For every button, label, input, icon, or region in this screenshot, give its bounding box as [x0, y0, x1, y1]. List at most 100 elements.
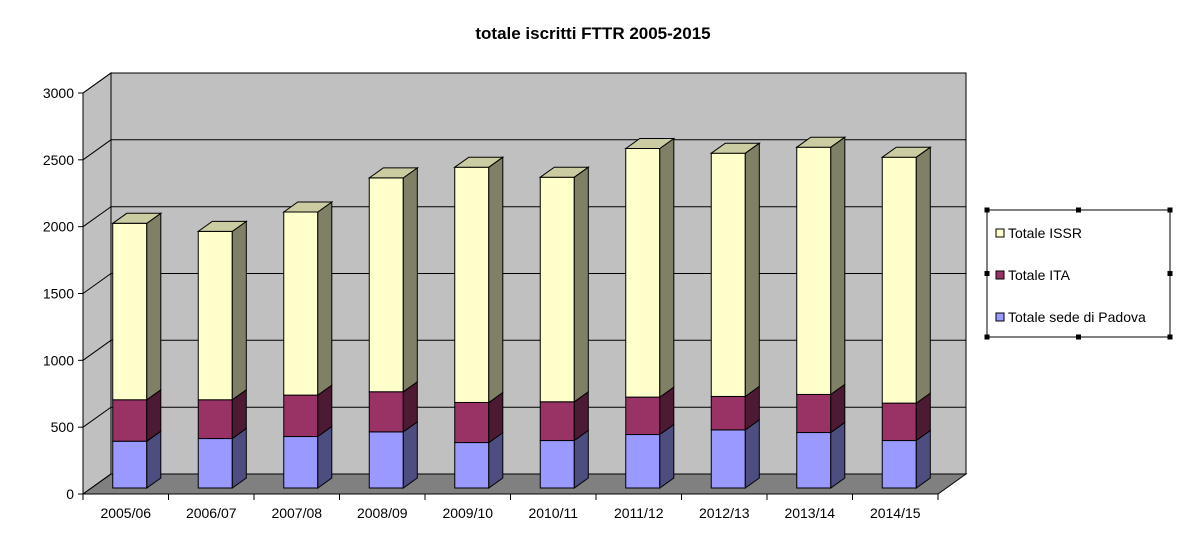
- bar-totale-sede-di-padova: [368, 420, 418, 489]
- legend[interactable]: Totale ISSR Totale ITA Totale sede di Pado…: [984, 207, 1173, 340]
- bar-totale-ita: [112, 388, 162, 443]
- bar-side: [317, 201, 333, 397]
- bar-top: [453, 156, 505, 168]
- bar-side: [744, 418, 760, 489]
- bar-side: [146, 212, 162, 401]
- bar-totale-issr: [709, 142, 761, 398]
- y-tick-label: 2500: [43, 152, 74, 168]
- gridlines: [82, 72, 966, 495]
- x-tick-label: 2014/15: [870, 505, 921, 521]
- bar-front: [796, 432, 832, 489]
- legend-swatch: [995, 312, 1005, 322]
- bar-side: [744, 142, 760, 398]
- bar-totale-issr: [624, 137, 676, 399]
- bar-side: [488, 156, 504, 404]
- bar-totale-issr: [367, 166, 419, 393]
- bar-front: [197, 438, 233, 489]
- chart-title: totale iscritti FTTR 2005-2015: [475, 24, 710, 43]
- bar-totale-sede-di-padova: [710, 418, 760, 489]
- x-tick-label: 2007/08: [271, 505, 322, 521]
- bar-totale-ita: [539, 390, 589, 442]
- y-tick-label: 1500: [43, 286, 74, 302]
- bar-front: [368, 177, 404, 393]
- bar-totale-sede-di-padova: [112, 430, 162, 489]
- legend-handle: [984, 207, 990, 213]
- bar-side: [915, 146, 931, 405]
- bar-side: [231, 220, 247, 401]
- bar-totale-ita: [625, 386, 675, 436]
- gridline: [82, 406, 966, 428]
- x-tick-label: 2005/06: [100, 505, 151, 521]
- gridline: [82, 273, 966, 294]
- bar-totale-ita: [710, 385, 760, 431]
- bar-top: [196, 220, 248, 232]
- bar-totale-sede-di-padova: [796, 421, 846, 489]
- bar-front: [283, 436, 319, 489]
- bar-top: [709, 142, 761, 154]
- legend-handle: [1167, 271, 1173, 276]
- legend-handle: [1076, 207, 1081, 213]
- bar-side: [659, 423, 675, 489]
- bar-top: [624, 138, 676, 149]
- legend-handle: [984, 271, 990, 276]
- bar-top: [282, 201, 334, 213]
- bar-front: [625, 147, 661, 398]
- bar-front: [796, 146, 832, 395]
- bar-side: [402, 420, 418, 489]
- bar-front: [197, 230, 233, 401]
- bar-top: [880, 146, 932, 158]
- bar-front: [283, 211, 319, 396]
- legend-swatch: [995, 228, 1005, 238]
- bar-totale-issr: [453, 156, 505, 404]
- y-tick-label: 2000: [43, 219, 74, 235]
- legend-swatch: [995, 270, 1005, 280]
- bar-top: [367, 167, 419, 179]
- bar-top: [795, 136, 847, 148]
- bar-totale-sede-di-padova: [454, 431, 504, 489]
- y-tick-labels: 0 500 1000 1500 2000 2500 3000: [43, 85, 74, 502]
- bar-front: [368, 431, 404, 489]
- bar-totale-ita: [881, 392, 931, 442]
- legend-handle: [1076, 334, 1081, 340]
- bar-totale-issr: [538, 166, 590, 403]
- bar-front: [112, 222, 148, 401]
- bar-front: [454, 401, 490, 444]
- bar-totale-ita: [197, 388, 247, 440]
- bar-side: [830, 421, 846, 489]
- legend-label: Totale ITA: [1008, 267, 1071, 283]
- bar-front: [539, 401, 575, 442]
- gridline: [82, 473, 966, 495]
- bar-front: [197, 399, 233, 440]
- y-tick-label: 500: [51, 419, 75, 435]
- bar-front: [625, 434, 661, 489]
- x-tick-label: 2012/13: [699, 505, 750, 521]
- bar-front: [112, 440, 148, 489]
- bar-totale-ita: [368, 380, 418, 433]
- bar-totale-ita: [283, 384, 333, 438]
- axes-group: [78, 92, 939, 500]
- x-tick-labels: 2005/06 2006/07 2007/08 2008/09 2009/10 2010/…: [100, 505, 920, 521]
- y-tick-label: 0: [66, 486, 74, 502]
- bar-front: [112, 399, 148, 442]
- bar-front: [881, 156, 917, 404]
- bar-front: [710, 395, 746, 431]
- x-tick-label: 2006/07: [186, 505, 237, 521]
- bar-front: [881, 440, 917, 489]
- gridline: [82, 206, 966, 228]
- legend-label: Totale ISSR: [1008, 225, 1082, 241]
- x-tick-label: 2011/12: [614, 505, 664, 521]
- bar-totale-ita: [454, 391, 504, 444]
- x-tick-label: 2010/11: [528, 505, 578, 521]
- gridline: [82, 72, 966, 94]
- bar-front: [454, 166, 490, 403]
- legend-handle: [1167, 207, 1173, 213]
- bar-front: [368, 391, 404, 433]
- bar-side: [402, 166, 418, 393]
- bar-side: [573, 166, 589, 403]
- bar-top: [538, 166, 590, 178]
- legend-handle: [1167, 334, 1173, 340]
- x-tick-label: 2013/14: [784, 505, 835, 521]
- bar-front: [454, 442, 490, 489]
- bar-top: [111, 212, 163, 224]
